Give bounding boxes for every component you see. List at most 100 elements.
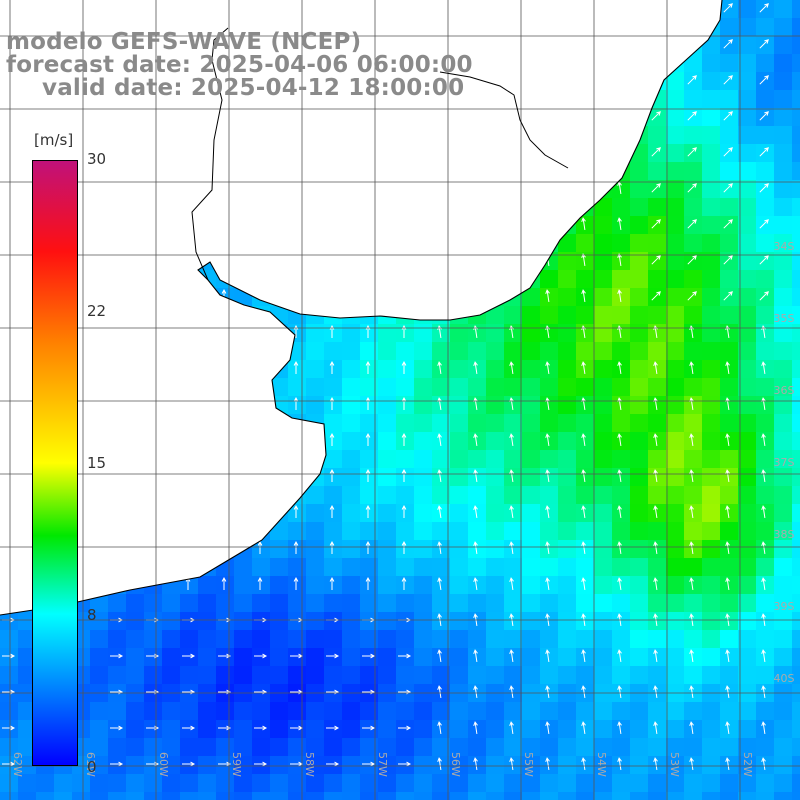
wind-cell	[630, 630, 649, 649]
lon-label: 53W	[668, 752, 681, 777]
wind-cell	[270, 540, 289, 559]
wind-cell	[576, 396, 595, 415]
wind-cell	[648, 432, 667, 451]
wind-cell	[270, 738, 289, 757]
wind-cell	[756, 450, 775, 469]
wind-arrow	[254, 725, 268, 731]
wind-cell	[702, 216, 721, 235]
wind-cell	[684, 468, 703, 487]
wind-cell	[378, 342, 397, 361]
wind-cell	[630, 702, 649, 721]
wind-cell	[108, 720, 127, 739]
wind-cell	[756, 288, 775, 307]
wind-arrow	[365, 504, 371, 518]
wind-cell	[720, 504, 739, 523]
wind-cell	[720, 414, 739, 433]
wind-cell	[126, 612, 145, 631]
wind-cell	[360, 774, 379, 793]
wind-cell	[270, 378, 289, 397]
wind-arrow	[653, 361, 658, 374]
wind-cell	[720, 90, 739, 109]
wind-cell	[648, 270, 667, 289]
wind-cell	[216, 738, 235, 757]
wind-cell	[630, 288, 649, 307]
wind-cell	[666, 414, 685, 433]
wind-cell	[324, 486, 343, 505]
wind-cell	[306, 702, 325, 721]
wind-arrow	[437, 505, 442, 518]
wind-cell	[738, 288, 757, 307]
wind-cell	[216, 648, 235, 667]
wind-cell	[144, 792, 163, 800]
wind-cell	[558, 576, 577, 595]
wind-cell	[792, 306, 800, 325]
colorbar-unit: [m/s]	[34, 131, 74, 149]
wind-cell	[180, 792, 199, 800]
wind-cell	[90, 738, 109, 757]
wind-arrow	[437, 433, 442, 446]
wind-cell	[648, 414, 667, 433]
wind-cell	[522, 756, 541, 775]
wind-cell	[432, 774, 451, 793]
wind-cell	[270, 558, 289, 577]
wind-cell	[306, 504, 325, 523]
wind-cell	[594, 324, 613, 343]
wind-cell	[450, 720, 469, 739]
wind-cell	[18, 612, 37, 631]
wind-cell	[720, 540, 739, 559]
wind-cell	[432, 738, 451, 757]
colorbar-tick-8: 8	[87, 606, 97, 624]
wind-cell	[486, 594, 505, 613]
wind-cell	[522, 720, 541, 739]
wind-arrow	[761, 685, 766, 698]
wind-cell	[558, 774, 577, 793]
wind-cell	[684, 756, 703, 775]
wind-cell	[774, 576, 793, 595]
wind-arrow	[257, 540, 263, 554]
wind-cell	[648, 576, 667, 595]
wind-cell	[720, 432, 739, 451]
wind-cell	[360, 738, 379, 757]
wind-cell	[612, 666, 631, 685]
wind-arrow	[545, 685, 550, 698]
wind-cell	[792, 108, 800, 127]
wind-cell	[702, 576, 721, 595]
wind-cell	[594, 702, 613, 721]
wind-cell	[540, 486, 559, 505]
wind-arrow	[581, 217, 586, 230]
wind-cell	[108, 594, 127, 613]
wind-cell	[774, 450, 793, 469]
wind-arrow	[761, 577, 766, 590]
wind-cell	[396, 522, 415, 541]
wind-cell	[288, 702, 307, 721]
wind-cell	[558, 540, 577, 559]
wind-cell	[288, 720, 307, 739]
wind-arrow	[617, 397, 622, 410]
wind-cell	[792, 522, 800, 541]
wind-cell	[414, 486, 433, 505]
wind-cell	[792, 612, 800, 631]
wind-arrow	[473, 505, 478, 518]
wind-cell	[360, 342, 379, 361]
wind-cell	[756, 720, 775, 739]
wind-cell	[558, 558, 577, 577]
wind-cell	[738, 666, 757, 685]
wind-cell	[774, 0, 793, 19]
wind-cell	[522, 738, 541, 757]
wind-cell	[612, 522, 631, 541]
wind-cell	[684, 792, 703, 800]
wind-cell	[432, 630, 451, 649]
wind-cell	[756, 504, 775, 523]
wind-cell	[432, 324, 451, 343]
wind-cell	[342, 774, 361, 793]
wind-cell	[558, 756, 577, 775]
wind-cell	[540, 450, 559, 469]
wind-cell	[144, 594, 163, 613]
wind-arrow	[401, 576, 407, 590]
wind-cell	[684, 126, 703, 145]
wind-cell	[504, 486, 523, 505]
wind-cell	[432, 756, 451, 775]
wind-cell	[792, 216, 800, 235]
wind-cell	[702, 144, 721, 163]
